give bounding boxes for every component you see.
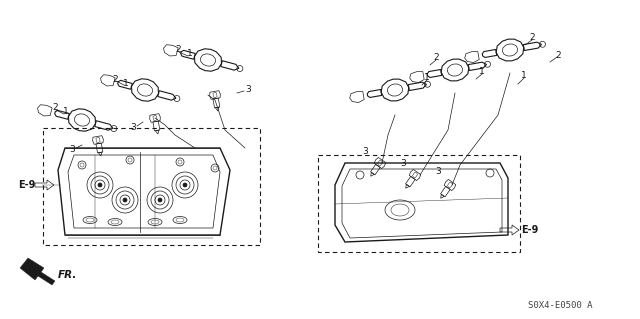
Text: 1: 1 bbox=[187, 49, 193, 58]
Text: S0X4-E0500 A: S0X4-E0500 A bbox=[528, 300, 592, 309]
Text: 3: 3 bbox=[400, 159, 406, 167]
Text: 2: 2 bbox=[433, 54, 439, 63]
Polygon shape bbox=[20, 258, 55, 285]
Text: 1: 1 bbox=[521, 71, 527, 80]
Text: 3: 3 bbox=[130, 123, 136, 132]
Text: FR.: FR. bbox=[58, 270, 77, 280]
Text: E-9: E-9 bbox=[522, 225, 539, 235]
Circle shape bbox=[123, 198, 127, 202]
Text: 2: 2 bbox=[52, 103, 58, 113]
Text: 3: 3 bbox=[362, 147, 368, 157]
Text: 1: 1 bbox=[123, 78, 129, 87]
Text: 1: 1 bbox=[63, 108, 69, 116]
Text: 2: 2 bbox=[555, 50, 561, 60]
Text: 2: 2 bbox=[529, 33, 535, 42]
Text: 2: 2 bbox=[175, 46, 181, 55]
Text: E-9: E-9 bbox=[19, 180, 36, 190]
Text: 1: 1 bbox=[479, 68, 485, 77]
Text: 1: 1 bbox=[424, 73, 430, 83]
Text: 3: 3 bbox=[69, 145, 75, 154]
Text: 2: 2 bbox=[112, 75, 118, 84]
Circle shape bbox=[98, 183, 102, 187]
Text: 3: 3 bbox=[435, 167, 441, 176]
Circle shape bbox=[183, 183, 187, 187]
Text: 3: 3 bbox=[245, 85, 251, 94]
Circle shape bbox=[158, 198, 162, 202]
